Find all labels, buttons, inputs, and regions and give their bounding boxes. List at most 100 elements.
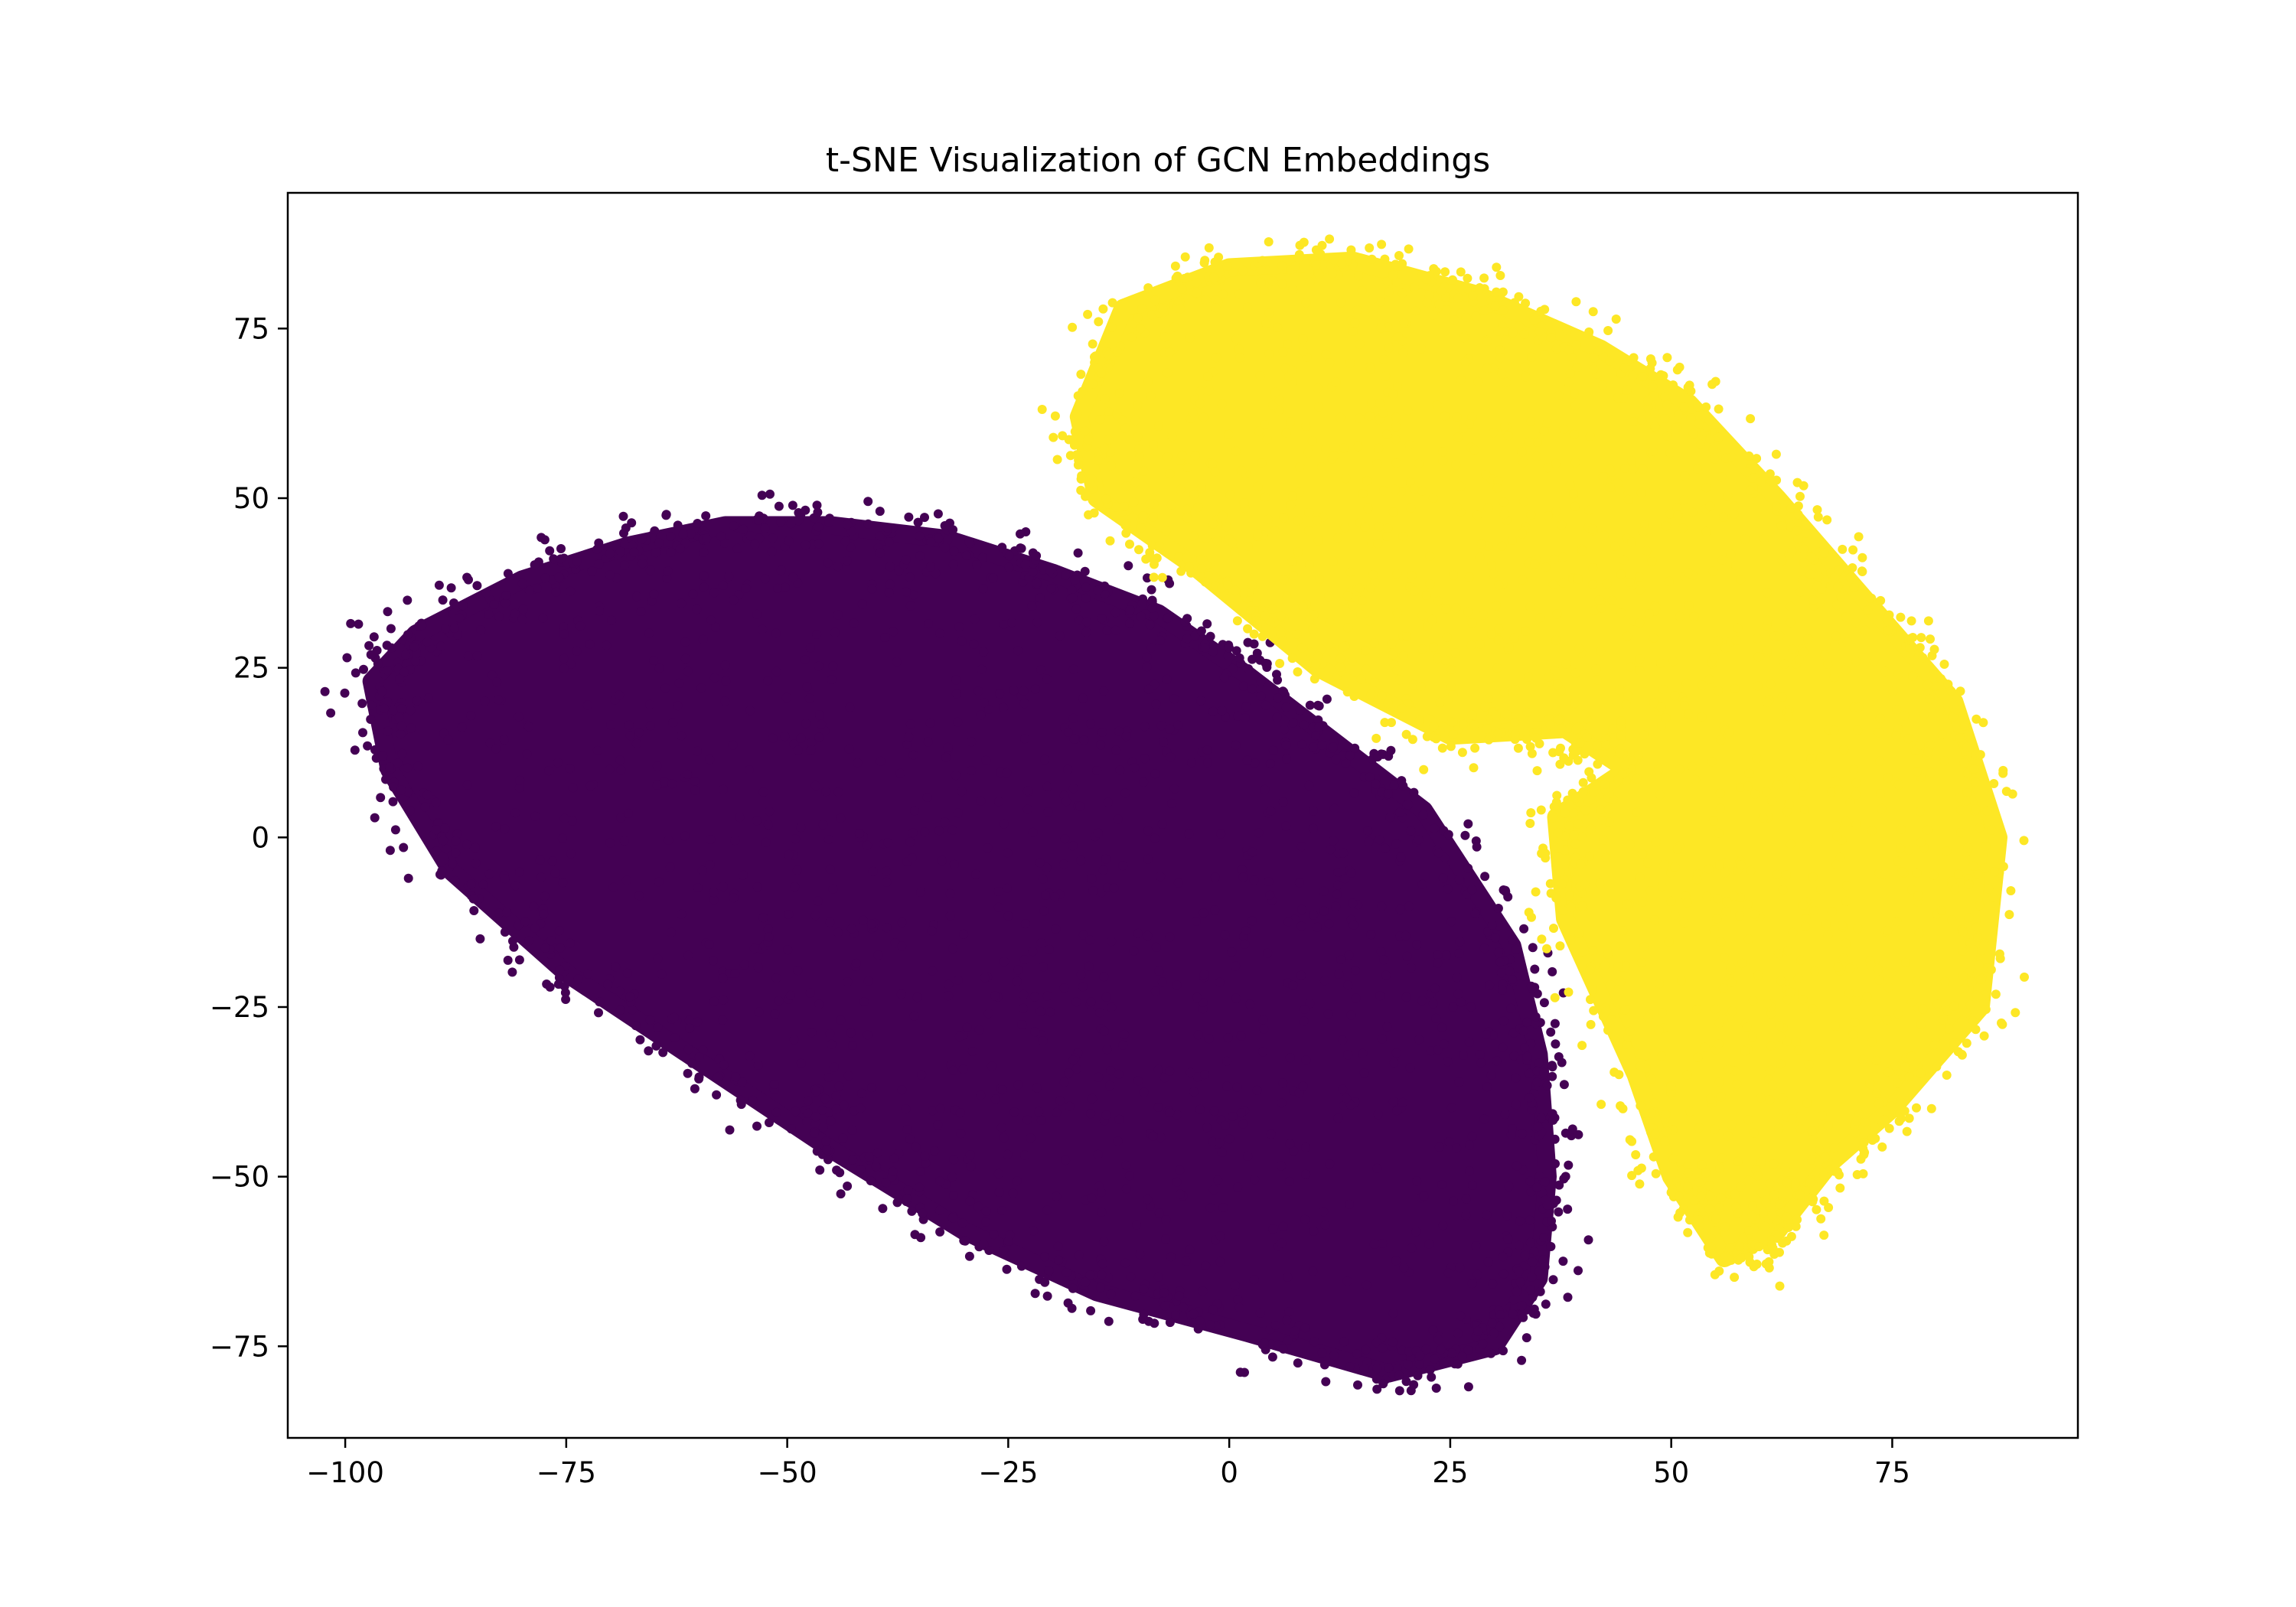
scatter-point [948,525,958,535]
scatter-point [1782,1212,1792,1222]
scatter-point [1088,1094,1097,1103]
scatter-point [615,546,625,556]
scatter-point [1793,510,1803,520]
scatter-point [1635,872,1645,882]
scatter-point [1313,651,1322,661]
scatter-point [1606,1015,1616,1025]
scatter-point [1551,893,1561,903]
scatter-point [1720,643,1730,653]
scatter-point [1637,957,1647,967]
scatter-point [1875,713,1885,723]
scatter-point [434,580,444,590]
scatter-point [1438,1221,1448,1231]
scatter-point [458,601,468,611]
scatter-point [1616,569,1626,579]
scatter-point [997,543,1007,553]
scatter-point [749,944,759,953]
scatter-point [1003,1237,1013,1246]
scatter-point [724,572,734,582]
scatter-point [1163,452,1172,461]
scatter-point [1094,317,1104,327]
scatter-point [1765,1065,1775,1075]
scatter-point [675,544,685,554]
scatter-point [1635,665,1645,675]
scatter-point [909,1011,919,1021]
scatter-point [1205,386,1215,396]
scatter-point [1267,276,1277,286]
scatter-point [1503,1234,1513,1244]
scatter-point [1231,961,1241,971]
scatter-point [1193,1030,1203,1040]
scatter-point [964,1251,974,1261]
scatter-point [517,614,527,624]
scatter-point [1381,843,1391,853]
scatter-point [556,544,566,553]
scatter-point [464,575,473,585]
scatter-point [1303,660,1313,670]
scatter-point [1394,1371,1404,1380]
series-0-points [320,489,1593,1396]
scatter-point [1867,1037,1877,1047]
scatter-point [948,1065,958,1075]
scatter-point [670,1033,680,1042]
scatter-point [908,853,917,862]
scatter-point [725,1125,735,1135]
scatter-point [1672,844,1682,854]
scatter-point [1247,580,1257,590]
scatter-point [1329,451,1339,461]
scatter-point [1772,501,1782,511]
scatter-point [1740,1046,1750,1056]
scatter-point [889,1153,899,1163]
scatter-point [1038,874,1048,884]
scatter-point [1003,1149,1013,1159]
scatter-point [1270,1321,1280,1330]
scatter-point [1542,1081,1552,1090]
scatter-point [1157,820,1167,829]
scatter-point [793,745,803,755]
scatter-point [523,722,533,732]
scatter-point [1657,1051,1666,1061]
scatter-point [1633,750,1643,760]
scatter-point [1635,618,1645,627]
scatter-point [423,693,433,703]
scatter-point [1558,579,1568,588]
scatter-point [1693,1052,1703,1062]
scatter-point [1413,1371,1423,1380]
scatter-point [786,1124,796,1134]
scatter-point [1777,692,1787,702]
scatter-point [1636,585,1645,595]
scatter-point [1017,1020,1027,1029]
scatter-point [1287,654,1297,663]
scatter-point [657,969,667,979]
scatter-point [396,721,406,731]
scatter-point [1476,639,1485,649]
scatter-point [709,895,719,905]
scatter-point [403,630,413,640]
scatter-point [1421,590,1431,600]
scatter-point [1943,680,1953,689]
scatter-point [1456,375,1466,385]
scatter-point [1095,1008,1104,1018]
scatter-point [754,1007,764,1017]
scatter-point [1679,495,1689,505]
scatter-point [1349,692,1359,701]
scatter-point [1761,1198,1771,1208]
scatter-point [1476,1058,1486,1068]
scatter-point [1110,625,1120,635]
scatter-point [1080,426,1090,436]
scatter-point [1711,1004,1720,1014]
scatter-point [1748,1201,1757,1211]
scatter-point [1277,279,1287,288]
scatter-point [1740,534,1750,544]
scatter-point [829,1062,839,1072]
scatter-point [1938,1015,1948,1025]
scatter-point [539,909,549,919]
scatter-point [1845,963,1855,973]
scatter-point [1643,1012,1653,1022]
scatter-point [957,787,967,797]
scatter-point [463,651,473,661]
scatter-point [1301,422,1311,431]
scatter-point [510,808,520,818]
scatter-point [1592,740,1602,750]
scatter-point [1253,481,1263,491]
